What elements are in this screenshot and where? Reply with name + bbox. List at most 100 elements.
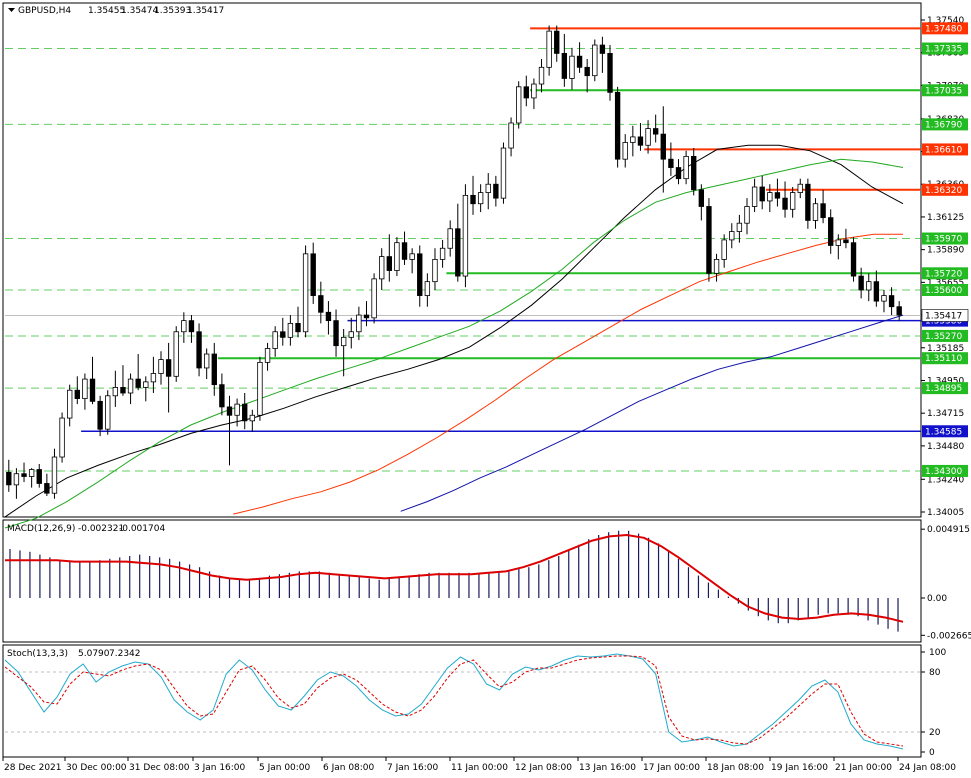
price-tick-label: 1.34950 [927,376,964,386]
time-tick-label: 24 Jan 08:00 [899,763,956,773]
level-price-label: 1.35970 [925,235,962,245]
main-panel-frame [2,2,922,518]
time-tick-label: 12 Jan 08:00 [515,763,572,773]
candle-body [158,359,164,374]
candle-body [340,336,347,347]
level-price-label: 1.35270 [925,332,962,342]
candle-body [417,253,423,296]
stoch-value-signal: 7.2342 [109,649,141,659]
candle-body [881,295,887,302]
candle-body [569,55,575,79]
level-price-box [922,329,968,342]
candle-body [584,66,590,77]
candle-body [409,253,415,260]
current-price-label: 1.35417 [925,311,962,321]
price-tick-label: 1.34715 [927,409,964,419]
candle-body [302,253,309,333]
time-tick-label: 3 Jan 16:00 [194,763,246,773]
ma-blue-line [400,314,904,512]
candle-body [242,403,248,422]
level-price-label: 1.34895 [925,384,962,394]
candle-body [188,320,195,333]
candle-body [249,414,256,422]
level-price-box [922,352,968,365]
candle-body [386,256,392,271]
ma-green-line [4,158,904,529]
level-price-label: 1.37335 [925,45,962,55]
macd-value-main: -0.002321 [78,524,124,534]
candle-body [751,186,758,207]
stoch-tick-label: 100 [929,648,946,658]
candle-body [36,469,42,484]
stoch-header: Stoch(13,3,3) 5.0790 7.2342 [7,649,141,659]
candle-body [432,258,438,283]
level-price-label: 1.37035 [925,86,962,96]
macd-panel-frame [2,519,922,643]
time-tick-label: 19 Jan 16:00 [771,763,828,773]
candle-body [561,53,568,79]
candle-body [599,44,606,54]
candle-body [645,128,651,146]
ohlc-close: 1.35417 [187,6,224,16]
candle-body [219,384,225,408]
candle-body [828,217,834,246]
candle-body [523,86,529,99]
level-price-box [922,22,968,35]
level-price-box [922,42,968,55]
candle-body [333,320,339,347]
candle-body [211,353,217,386]
level-price-label: 1.36610 [925,145,962,155]
time-tick-label: 11 Jan 00:00 [451,763,508,773]
candle-body [797,183,803,193]
candle-body [554,30,560,54]
price-tick-label: 1.36125 [927,213,964,223]
macd-name: MACD(12,26,9) [7,524,75,534]
time-tick-label: 6 Jan 08:00 [323,763,375,773]
ohlc-low: 1.35393 [154,6,191,16]
candle-body [546,30,552,68]
candle-body [767,192,773,202]
candle-body [508,122,514,149]
price-tick-label: 1.37540 [927,16,964,26]
level-price-box [922,84,968,97]
candle-body [356,314,362,333]
level-price-box [922,183,968,196]
price-tick-label: 1.34240 [927,475,964,485]
candle-body [363,314,370,319]
ohlc-open: 1.35455 [88,6,125,16]
candle-body [531,83,537,99]
candle-body [203,353,210,369]
candle-body [394,242,400,271]
level-price-box [922,267,968,280]
candle-body [234,403,240,416]
level-price-label: 1.34585 [925,427,962,437]
candle-body [112,387,119,397]
current-price-box [921,309,969,322]
candle-body [257,361,263,416]
candle-body [668,158,674,168]
level-price-box [922,143,968,156]
candle-body [706,206,712,274]
candle-body [439,247,446,260]
candle-body [226,406,233,416]
price-tick-label: 1.35185 [927,344,964,354]
ohlc-high: 1.35474 [121,6,158,16]
price-tick-label: 1.35655 [927,278,964,288]
candle-body [318,295,324,313]
candle-body [782,197,788,210]
macd-tick-label: 0.004915 [927,525,970,535]
ma-red-line [233,233,903,515]
candle-body [774,192,781,199]
level-price-box [922,118,968,131]
candle-body [51,456,58,494]
candle-body [637,136,644,146]
candle-body [325,311,332,322]
candle-body [477,192,484,205]
dropdown-triangle-icon [8,8,15,12]
candle-body [59,417,65,458]
candle-body [789,192,796,210]
time-tick-label: 30 Dec 00:00 [66,763,127,773]
candle-body [280,331,286,338]
candle-body [127,378,134,394]
candle-body [713,258,720,274]
